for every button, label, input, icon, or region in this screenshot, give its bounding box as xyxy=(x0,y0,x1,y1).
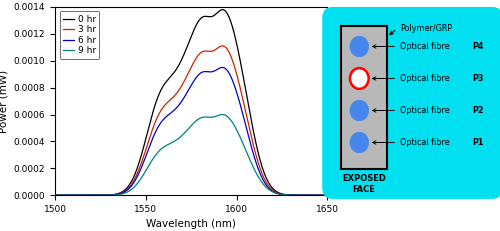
6 hr xyxy=(52,194,58,197)
3 hr xyxy=(266,186,272,188)
Text: P1: P1 xyxy=(472,138,484,147)
3 hr xyxy=(66,194,72,197)
Circle shape xyxy=(350,36,368,57)
6 hr xyxy=(266,188,272,190)
0 hr xyxy=(316,194,322,197)
3 hr xyxy=(316,194,322,197)
0 hr xyxy=(177,61,183,64)
Circle shape xyxy=(350,100,368,121)
6 hr xyxy=(66,194,72,197)
3 hr xyxy=(177,87,183,90)
6 hr xyxy=(316,194,322,197)
6 hr xyxy=(220,66,226,69)
Circle shape xyxy=(350,68,368,89)
6 hr xyxy=(316,194,322,197)
Text: Optical fibre: Optical fibre xyxy=(400,138,452,147)
Text: P4: P4 xyxy=(472,42,484,51)
0 hr xyxy=(316,194,322,197)
Circle shape xyxy=(350,132,368,153)
FancyBboxPatch shape xyxy=(322,7,500,199)
6 hr xyxy=(177,102,183,105)
9 hr xyxy=(66,194,72,197)
Y-axis label: Power (mW): Power (mW) xyxy=(0,70,8,133)
3 hr xyxy=(324,194,330,197)
9 hr xyxy=(316,194,322,197)
3 hr xyxy=(316,194,322,197)
Text: Polymer/GRP: Polymer/GRP xyxy=(400,24,452,33)
Text: P3: P3 xyxy=(472,74,484,83)
9 hr xyxy=(324,194,330,197)
9 hr xyxy=(220,113,226,116)
Text: Optical fibre: Optical fibre xyxy=(400,42,452,51)
Legend: 0 hr, 3 hr, 6 hr, 9 hr: 0 hr, 3 hr, 6 hr, 9 hr xyxy=(60,12,100,59)
6 hr xyxy=(184,91,190,93)
0 hr xyxy=(220,8,226,11)
Bar xyxy=(341,26,387,169)
0 hr xyxy=(324,194,330,197)
Text: EXPOSED
FACE: EXPOSED FACE xyxy=(342,174,386,194)
9 hr xyxy=(177,136,183,139)
Line: 9 hr: 9 hr xyxy=(55,115,328,195)
9 hr xyxy=(184,128,190,131)
0 hr xyxy=(266,183,272,186)
3 hr xyxy=(52,194,58,197)
Text: Optical fibre: Optical fibre xyxy=(400,106,452,115)
9 hr xyxy=(52,194,58,197)
6 hr xyxy=(324,194,330,197)
0 hr xyxy=(52,194,58,197)
0 hr xyxy=(184,45,190,47)
X-axis label: Wavelength (nm): Wavelength (nm) xyxy=(146,219,236,229)
9 hr xyxy=(316,194,322,197)
Line: 6 hr: 6 hr xyxy=(55,67,328,195)
9 hr xyxy=(266,189,272,191)
0 hr xyxy=(66,194,72,197)
Line: 3 hr: 3 hr xyxy=(55,46,328,195)
3 hr xyxy=(184,73,190,76)
Line: 0 hr: 0 hr xyxy=(55,10,328,195)
Text: Optical fibre: Optical fibre xyxy=(400,74,452,83)
3 hr xyxy=(220,45,226,47)
Text: P2: P2 xyxy=(472,106,484,115)
